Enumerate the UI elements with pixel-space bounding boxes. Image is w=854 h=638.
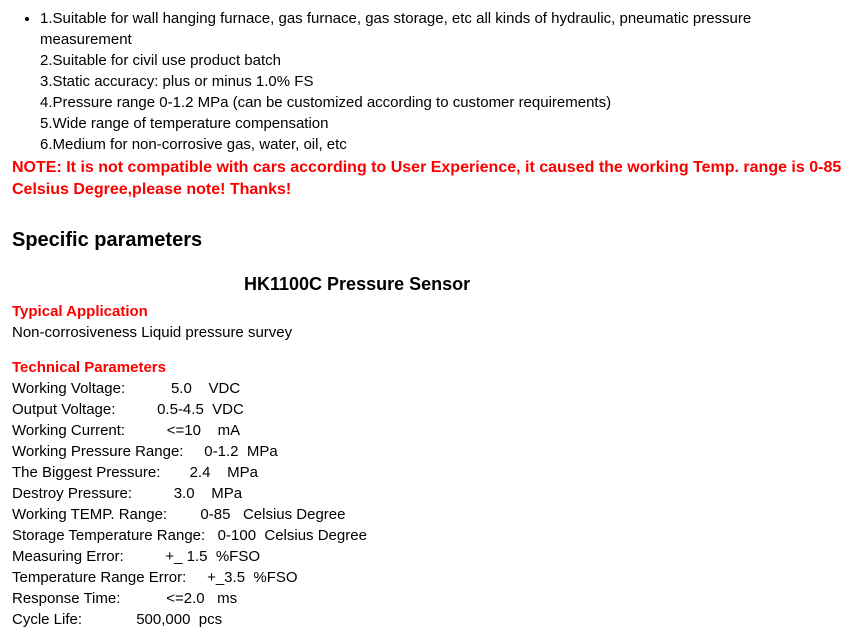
param-line: Storage Temperature Range: 0-100 Celsius… (12, 525, 842, 546)
feature-item: 1.Suitable for wall hanging furnace, gas… (40, 8, 842, 155)
param-line: Working Voltage: 5.0 VDC (12, 378, 842, 399)
technical-parameters-block: Technical Parameters Working Voltage: 5.… (12, 357, 842, 630)
param-line: Output Voltage: 0.5-4.5 VDC (12, 399, 842, 420)
typical-application-text: Non-corrosiveness Liquid pressure survey (12, 322, 842, 343)
typical-application-heading: Typical Application (12, 301, 842, 322)
feature-line: 2.Suitable for civil use product batch (40, 50, 842, 71)
param-line: Cycle Life: 500,000 pcs (12, 609, 842, 630)
param-line: The Biggest Pressure: 2.4 MPa (12, 462, 842, 483)
feature-line: 6.Medium for non-corrosive gas, water, o… (40, 134, 842, 155)
feature-list: 1.Suitable for wall hanging furnace, gas… (12, 8, 842, 155)
feature-line: 5.Wide range of temperature compensation (40, 113, 842, 134)
technical-parameters-heading: Technical Parameters (12, 357, 842, 378)
feature-line: 1.Suitable for wall hanging furnace, gas… (40, 8, 842, 50)
param-line: Destroy Pressure: 3.0 MPa (12, 483, 842, 504)
compatibility-note: NOTE: It is not compatible with cars acc… (12, 157, 842, 202)
section-heading: Specific parameters (12, 226, 842, 254)
param-line: Working TEMP. Range: 0-85 Celsius Degree (12, 504, 842, 525)
sensor-title: HK1100C Pressure Sensor (244, 272, 842, 297)
feature-line: 4.Pressure range 0-1.2 MPa (can be custo… (40, 92, 842, 113)
feature-line: 3.Static accuracy: plus or minus 1.0% FS (40, 71, 842, 92)
param-line: Temperature Range Error: +_3.5 %FSO (12, 567, 842, 588)
param-line: Response Time: <=2.0 ms (12, 588, 842, 609)
typical-application-block: Typical Application Non-corrosiveness Li… (12, 301, 842, 343)
param-line: Measuring Error: +_ 1.5 %FSO (12, 546, 842, 567)
param-line: Working Current: <=10 mA (12, 420, 842, 441)
param-line: Working Pressure Range: 0-1.2 MPa (12, 441, 842, 462)
